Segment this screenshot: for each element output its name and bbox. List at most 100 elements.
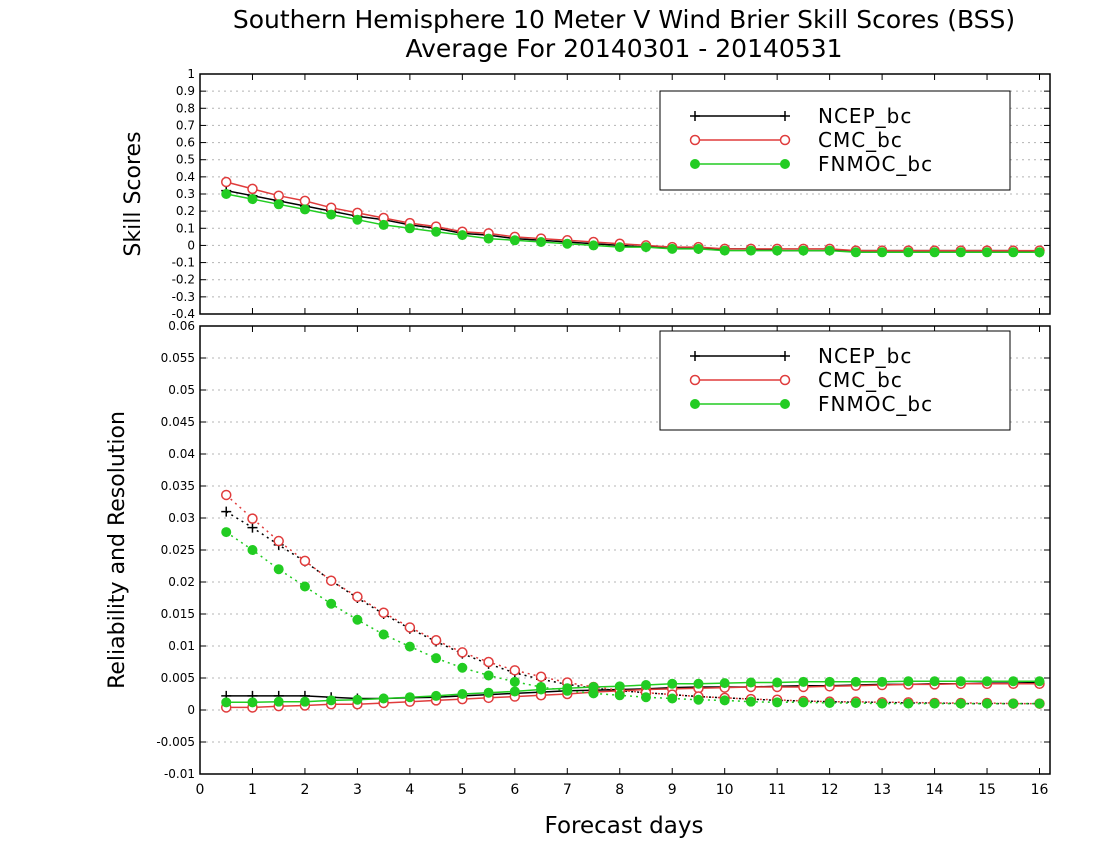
- y-tick-label: 0.2: [176, 204, 195, 218]
- y-tick-label: 0.05: [168, 383, 195, 397]
- y-tick-label: -0.2: [172, 273, 195, 287]
- legend-label: NCEP_bc: [818, 104, 912, 128]
- y-tick-label: 0.015: [161, 607, 195, 621]
- data-point-filled-circle: [903, 247, 914, 258]
- x-tick-label: 16: [1031, 782, 1049, 798]
- series-CMC_bc-solid: [220, 678, 1045, 713]
- x-tick-label: 1: [248, 782, 257, 798]
- x-tick-label: 15: [978, 782, 996, 798]
- data-point-filled-circle: [850, 247, 861, 258]
- skill-scores-panel: -0.4 -0.3 -0.2 -0.1 0 0.1 0.2 0.3 0.4 0.5 0.6 0.7 0.…: [121, 67, 1051, 321]
- series-line: [225, 510, 1040, 705]
- y-tick-label: 0.01: [168, 639, 195, 653]
- data-point-filled-circle: [780, 399, 790, 409]
- data-point-plus: [247, 522, 258, 533]
- data-point-filled-circle: [299, 696, 310, 707]
- data-point-filled-circle: [903, 676, 914, 687]
- data-point-filled-circle: [772, 245, 783, 256]
- data-point-open-circle: [247, 513, 258, 524]
- x-tick-label: 4: [405, 782, 414, 798]
- x-tick-label: 5: [458, 782, 467, 798]
- data-point-filled-circle: [404, 223, 415, 234]
- data-point-filled-circle: [562, 685, 573, 696]
- data-point-filled-circle: [247, 194, 258, 205]
- reliability-resolution-panel: -0.01 -0.005 0 0.005 0.01 0.015 0.02 0.025 0.03 0…: [105, 319, 1051, 798]
- data-point-filled-circle: [982, 698, 993, 709]
- data-point-filled-circle: [326, 695, 337, 706]
- data-point-filled-circle: [221, 527, 232, 538]
- plot-frame: [199, 73, 1051, 315]
- data-point-filled-circle: [719, 695, 730, 706]
- data-point-open-circle: [779, 374, 791, 386]
- y-tick-label: 0.045: [161, 415, 195, 429]
- x-tick-label: 7: [563, 782, 572, 798]
- plot-frame: [199, 325, 1051, 775]
- y-tick-label: 0.7: [176, 118, 195, 132]
- data-point-open-circle: [430, 634, 442, 646]
- data-point-filled-circle: [929, 247, 940, 258]
- data-point-filled-circle: [667, 243, 678, 254]
- x-tick-label: 3: [353, 782, 362, 798]
- data-point-open-circle: [273, 190, 284, 201]
- data-point-filled-circle: [247, 697, 258, 708]
- legend-entry-FNMOC_bc: FNMOC_bc: [690, 392, 932, 416]
- data-point-filled-circle: [1008, 698, 1019, 709]
- data-point-filled-circle: [690, 159, 700, 169]
- data-point-filled-circle: [798, 245, 809, 256]
- data-point-open-circle: [325, 575, 337, 586]
- y-tick-label: 0: [187, 238, 195, 252]
- y-tick-label: -0.1: [172, 256, 195, 270]
- data-point-open-circle: [378, 607, 389, 618]
- x-tick-label: 2: [300, 782, 309, 798]
- data-point-filled-circle: [404, 692, 415, 703]
- data-point-filled-circle: [509, 686, 520, 697]
- y-tick-label: 0.02: [168, 575, 195, 589]
- data-point-open-circle: [273, 535, 284, 547]
- data-point-open-circle: [404, 622, 416, 633]
- data-point-filled-circle: [640, 692, 651, 703]
- data-point-filled-circle: [1008, 676, 1019, 687]
- data-point-filled-circle: [745, 677, 756, 688]
- data-point-filled-circle: [640, 242, 651, 253]
- series-FNMOC_bc-solid: [221, 189, 1045, 258]
- data-point-filled-circle: [850, 697, 861, 708]
- data-point-filled-circle: [667, 693, 678, 704]
- data-point-filled-circle: [483, 233, 494, 244]
- y-axis-label: Skill Scores: [121, 131, 146, 256]
- data-point-filled-circle: [536, 237, 547, 247]
- data-point-filled-circle: [404, 641, 415, 652]
- data-point-filled-circle: [719, 678, 730, 689]
- data-point-filled-circle: [667, 678, 678, 689]
- data-point-filled-circle: [903, 698, 914, 709]
- legend-entry-NCEP_bc: NCEP_bc: [690, 344, 911, 368]
- data-point-open-circle: [247, 183, 258, 195]
- x-tick-label: 6: [510, 782, 519, 798]
- data-point-filled-circle: [483, 687, 494, 698]
- data-point-filled-circle: [509, 676, 520, 687]
- y-tick-label: -0.005: [156, 735, 195, 749]
- data-point-filled-circle: [431, 653, 442, 664]
- data-point-filled-circle: [536, 681, 547, 692]
- x-axis-label: Forecast days: [545, 813, 704, 839]
- data-point-filled-circle: [326, 598, 337, 609]
- x-tick-label: 14: [926, 782, 944, 798]
- data-point-open-circle: [689, 134, 701, 146]
- data-point-open-circle: [352, 591, 363, 602]
- data-point-filled-circle: [798, 676, 809, 687]
- y-tick-label: 0.03: [168, 511, 195, 525]
- legend-entry-CMC_bc: CMC_bc: [689, 368, 903, 392]
- data-point-open-circle: [220, 176, 232, 188]
- data-point-open-circle: [779, 134, 791, 146]
- legend-entry-FNMOC_bc: FNMOC_bc: [690, 152, 933, 176]
- data-point-plus: [780, 111, 790, 121]
- legend-label: FNMOC_bc: [818, 152, 933, 176]
- data-point-open-circle: [689, 374, 701, 386]
- y-tick-label: 1: [187, 67, 195, 81]
- y-tick-label: 0.005: [161, 671, 195, 685]
- data-point-filled-circle: [955, 247, 966, 258]
- y-tick-label: -0.4: [172, 307, 195, 321]
- legend-label: CMC_bc: [818, 368, 903, 392]
- data-point-filled-circle: [640, 680, 651, 691]
- data-point-filled-circle: [299, 204, 310, 215]
- y-tick-label: 0.5: [176, 153, 195, 167]
